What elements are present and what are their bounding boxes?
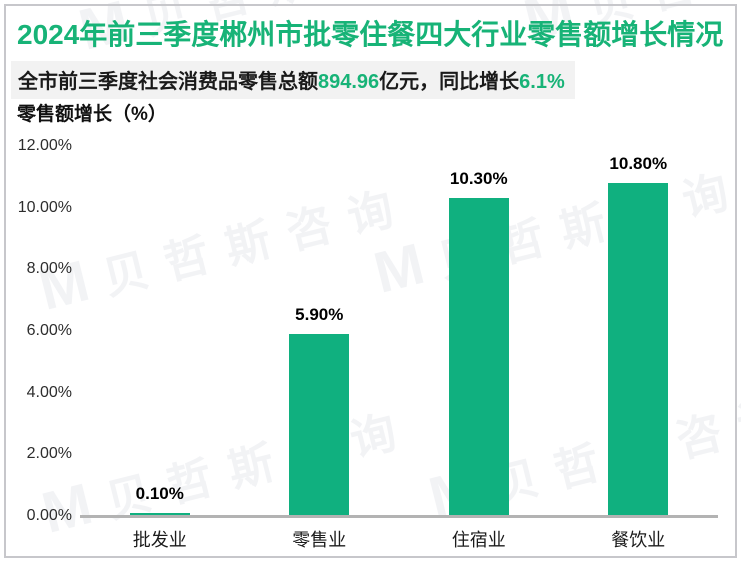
bar-slot: 10.80% (559, 146, 719, 516)
x-category-label: 批发业 (132, 530, 187, 550)
subtitle-middle: 亿元，同比增长 (379, 71, 520, 93)
bar-slot: 0.10% (80, 146, 240, 516)
x-category-label: 餐饮业 (611, 530, 666, 550)
y-tick-label: 8.00% (26, 260, 72, 278)
x-category-label: 零售业 (292, 530, 347, 550)
bar-住宿业 (448, 198, 509, 516)
bar-批发业 (129, 513, 190, 516)
x-axis-categories: 批发业 零售业 住宿业 餐饮业 (80, 526, 718, 552)
x-axis-line (80, 515, 718, 518)
plot-area: 0.10% 5.90% 10.30% 10.80% (80, 146, 718, 516)
x-category-label: 住宿业 (451, 530, 506, 550)
bar-value-label: 10.80% (609, 154, 668, 173)
bar-value-label: 0.10% (135, 484, 184, 503)
subtitle-prefix: 全市前三季度社会消费品零售总额 (18, 71, 318, 93)
bar-slot: 5.90% (240, 146, 400, 516)
bar-餐饮业 (608, 183, 669, 516)
bar-value-label: 10.30% (449, 169, 508, 188)
y-tick-label: 6.00% (26, 322, 72, 339)
page-title: 2024年前三季度郴州市批零住餐四大行业零售额增长情况 (17, 19, 724, 50)
y-tick-label: 10.00% (17, 198, 72, 216)
growth-rate-value: 6.1% (519, 71, 565, 93)
bar-slot: 10.30% (399, 146, 559, 516)
y-tick-label: 0.00% (26, 507, 72, 524)
y-tick-label: 2.00% (26, 445, 72, 463)
y-tick-label: 12.00% (17, 137, 72, 154)
bar-零售业 (289, 334, 350, 516)
bar-value-label: 5.90% (295, 305, 344, 324)
chart-axis-title: 零售额增长（%） (17, 104, 167, 125)
y-tick-label: 4.00% (26, 383, 72, 401)
total-retail-value: 894.96 (318, 71, 380, 93)
subtitle-highlight: 全市前三季度社会消费品零售总额894.96亿元，同比增长6.1% (11, 61, 575, 99)
